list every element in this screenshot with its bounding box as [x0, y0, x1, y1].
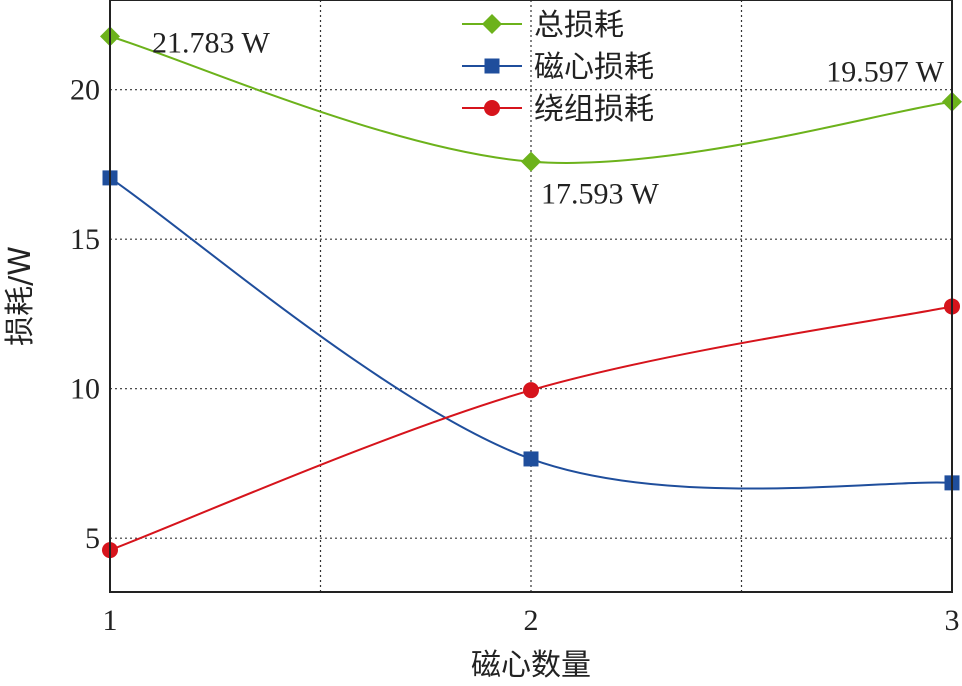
legend-marker-1 [482, 14, 502, 34]
tick-labels: 1 2 3 5 10 15 20 [70, 74, 960, 637]
x-axis-title: 磁心数量 [471, 648, 591, 683]
x-tick-label: 1 [103, 604, 118, 637]
y-tick-label: 5 [85, 522, 100, 555]
plot-frame [109, 0, 953, 593]
annotation-label: 19.597 W [826, 56, 944, 89]
legend-label-3: 绕组损耗 [534, 92, 654, 127]
y-tick-label: 20 [70, 74, 100, 107]
marker-layer [100, 26, 962, 559]
series-line-3 [109, 305, 953, 552]
x-tick-label: 3 [945, 604, 960, 637]
grid-lines [110, 0, 952, 592]
x-tick-label: 2 [524, 604, 539, 637]
annotations: 21.783 W 17.593 W 19.597 W [152, 26, 945, 210]
series-3-point [523, 382, 539, 399]
legend-label-2: 磁心损耗 [534, 50, 654, 85]
y-tick-label: 15 [70, 223, 100, 256]
legend-label-1: 总损耗 [534, 8, 624, 43]
legend-marker-2 [484, 58, 500, 74]
annotation-label: 17.593 W [541, 178, 659, 211]
series-2-point [523, 451, 539, 467]
series-layer [109, 35, 953, 552]
y-tick-label: 10 [70, 373, 100, 406]
legend-marker-3 [484, 100, 500, 116]
y-axis-title: 损耗/W [3, 246, 38, 346]
series-1-point [521, 151, 541, 172]
annotation-label: 21.783 W [152, 26, 270, 59]
